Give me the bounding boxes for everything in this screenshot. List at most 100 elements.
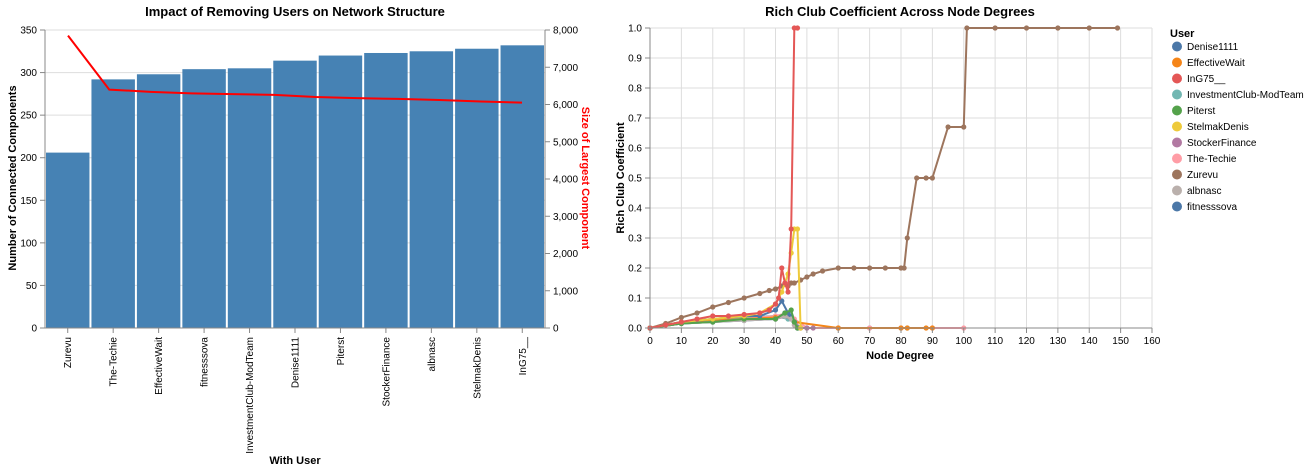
chart2-data-point — [785, 313, 791, 319]
chart1-y-tick-label: 100 — [20, 238, 37, 249]
chart1-y2-tick-label: 7,000 — [553, 63, 578, 74]
chart1-y2-tick-label: 5,000 — [553, 137, 578, 148]
chart1-largest-component-line — [67, 34, 523, 104]
chart2-data-point — [772, 316, 779, 322]
chart2-data-point — [678, 320, 684, 327]
legend-label: The-Techie — [1187, 154, 1237, 165]
chart2-y-tick-label: 0.2 — [628, 264, 642, 275]
chart2-y-tick-label: 0.4 — [628, 204, 642, 215]
chart2-data-point — [710, 313, 716, 319]
chart2-x-tick-label: 10 — [676, 336, 688, 347]
chart2-data-point — [791, 319, 797, 325]
chart2-data-point — [851, 265, 857, 271]
chart1-y-tick-label: 300 — [20, 68, 37, 79]
chart2-data-point — [867, 325, 873, 331]
chart2-series-line — [649, 308, 799, 329]
chart2-data-point — [782, 280, 788, 286]
chart2-data-point — [794, 325, 801, 331]
chart1-bar — [455, 48, 499, 328]
chart2-data-point — [757, 310, 763, 316]
chart2-data-point — [794, 325, 801, 331]
chart2-data-point — [791, 322, 797, 328]
chart2-y-tick-label: 0.6 — [628, 144, 642, 155]
legend-swatch — [1172, 41, 1182, 52]
chart2-data-point — [929, 325, 935, 331]
chart2-data-point — [772, 301, 779, 307]
chart2-data-point — [766, 307, 772, 313]
chart2-series-albnasc — [647, 313, 801, 331]
chart2-data-point — [810, 271, 816, 277]
chart2-series-denise1111 — [647, 298, 801, 331]
chart1-bar — [46, 152, 90, 328]
chart2-series-effectivewait — [647, 313, 935, 331]
chart2-data-point — [798, 325, 804, 331]
chart2-data-point — [647, 325, 653, 331]
chart2-data-point — [678, 319, 684, 325]
chart2-x-tick-label: 120 — [1018, 336, 1035, 347]
chart2-data-point — [647, 325, 653, 331]
chart2-data-point — [819, 268, 826, 274]
chart2-y-tick-label: 0.9 — [628, 54, 642, 65]
chart2-data-point — [741, 311, 747, 318]
chart1-x-tick-label: StockerFinance — [381, 337, 392, 407]
chart2-data-point — [694, 310, 700, 316]
chart2-data-point — [867, 325, 873, 331]
chart2-data-point — [678, 319, 684, 325]
chart2-data-point — [791, 319, 797, 325]
chart2-series-line — [649, 314, 814, 329]
chart1-x-tick-label: InG75__ — [518, 337, 529, 376]
chart2-data-point — [804, 325, 810, 331]
chart2-data-point — [725, 299, 732, 306]
chart2-series-line — [649, 311, 964, 329]
chart2-series-line — [649, 314, 799, 329]
chart2-data-point — [923, 325, 929, 331]
chart2-x-tick-label: 160 — [1144, 336, 1161, 347]
chart2-data-point — [1023, 25, 1030, 31]
chart2-data-point — [647, 325, 653, 331]
chart2-data-point — [788, 316, 794, 322]
chart2-data-point — [1055, 25, 1061, 31]
chart2-data-point — [992, 25, 998, 31]
chart2-y-tick-label: 0.1 — [628, 294, 642, 305]
chart2-data-point — [898, 325, 904, 331]
chart2-series-ing75- — [647, 25, 801, 331]
chart2-data-point — [964, 25, 970, 31]
chart2-data-point — [782, 310, 788, 316]
chart2-data-point — [772, 316, 779, 322]
chart2-data-point — [694, 316, 700, 322]
chart2-data-point — [791, 319, 797, 325]
legend-swatch — [1172, 89, 1182, 100]
chart1-y-tick-label: 200 — [20, 153, 37, 164]
chart1-title: Impact of Removing Users on Network Stru… — [145, 4, 445, 19]
chart2-data-point — [772, 314, 779, 321]
chart2-data-point — [810, 325, 816, 331]
chart1-bar — [409, 51, 454, 329]
chart2-data-point — [678, 314, 684, 321]
legend-label: InG75__ — [1187, 74, 1226, 85]
legend-label: InvestmentClub-ModTeam — [1187, 90, 1304, 101]
chart2-data-point — [791, 280, 797, 286]
legend-swatch — [1172, 169, 1182, 180]
chart2-data-point — [904, 235, 910, 241]
chart1-y2-tick-label: 4,000 — [553, 175, 578, 186]
chart2-data-point — [785, 316, 791, 322]
chart2-data-point — [794, 226, 801, 232]
chart2-data-point — [779, 289, 785, 295]
chart2-series-the-techie — [647, 310, 967, 331]
chart1-bar — [91, 79, 135, 328]
chart2-data-point — [710, 319, 716, 325]
chart1-y2-tick-label: 6,000 — [553, 100, 578, 111]
chart2-data-point — [772, 286, 779, 292]
chart2-data-point — [898, 265, 904, 271]
chart1-x-tick-label: EffectiveWait — [154, 337, 165, 395]
chart2-x-tick-label: 90 — [927, 336, 939, 347]
chart2-series-stelmakdenis — [647, 226, 804, 331]
chart2-data-point — [710, 319, 716, 325]
chart1-x-tick-label: Denise1111 — [291, 337, 302, 389]
chart2-data-point — [647, 325, 653, 331]
chart2-data-point — [710, 316, 716, 322]
chart2-data-point — [757, 310, 763, 316]
chart2-data-point — [772, 313, 779, 319]
chart2-data-point — [741, 316, 747, 322]
legend-swatch — [1172, 57, 1182, 68]
